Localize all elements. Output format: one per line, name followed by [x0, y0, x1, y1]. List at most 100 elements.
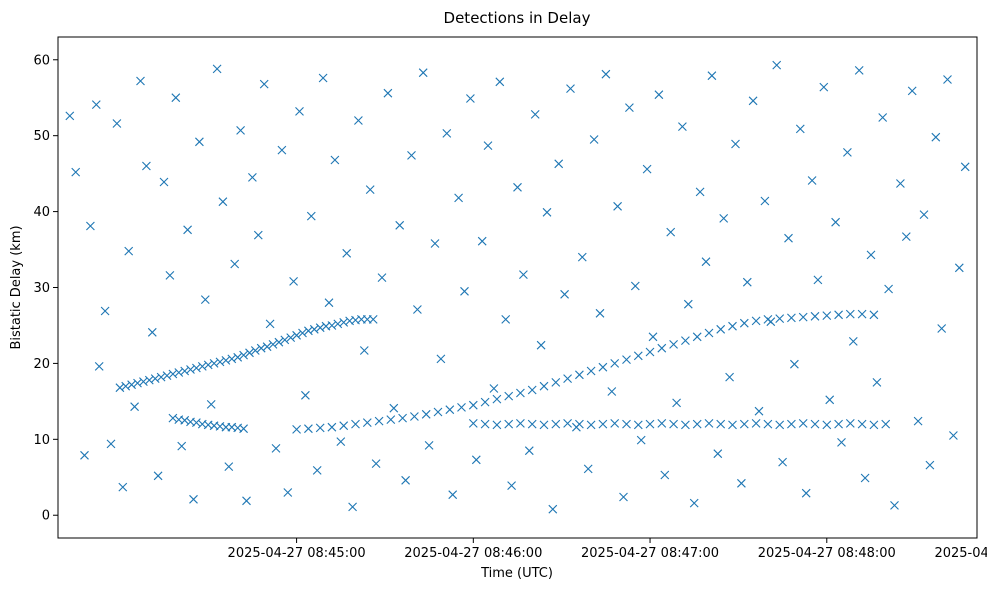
- data-point: [728, 420, 737, 430]
- data-point: [280, 335, 290, 345]
- data-point: [763, 419, 773, 429]
- data-point: [925, 460, 935, 470]
- data-point: [683, 299, 693, 309]
- data-point: [65, 111, 75, 121]
- data-point: [866, 250, 876, 260]
- data-point: [583, 464, 593, 474]
- data-point: [869, 310, 879, 320]
- data-point: [298, 328, 307, 338]
- data-point: [586, 420, 596, 430]
- data-point: [913, 416, 923, 426]
- data-point: [704, 328, 714, 338]
- data-point: [245, 348, 254, 358]
- data-point: [168, 413, 178, 423]
- data-point: [881, 419, 891, 429]
- data-point: [180, 366, 190, 376]
- data-point: [301, 390, 310, 400]
- data-point: [460, 286, 469, 296]
- data-point: [810, 311, 820, 321]
- data-point: [115, 383, 125, 393]
- data-point: [248, 173, 257, 182]
- data-point: [716, 324, 726, 334]
- data-point: [775, 314, 785, 323]
- data-point: [669, 340, 678, 349]
- data-point: [607, 387, 617, 396]
- data-point: [527, 419, 537, 429]
- y-axis-label: Bistatic Delay (km): [9, 225, 24, 349]
- data-point: [445, 405, 455, 415]
- data-point: [766, 317, 776, 327]
- data-point: [86, 221, 95, 231]
- data-point: [80, 450, 89, 460]
- data-point: [713, 449, 723, 459]
- data-point: [309, 324, 319, 334]
- data-point: [150, 374, 160, 383]
- data-point: [642, 164, 652, 174]
- data-point: [772, 60, 782, 70]
- data-point: [657, 419, 667, 428]
- data-point: [354, 116, 363, 125]
- data-point: [436, 354, 446, 364]
- data-point: [633, 420, 643, 430]
- data-point: [448, 490, 458, 500]
- data-point: [872, 378, 882, 387]
- data-point: [289, 277, 298, 286]
- data-point: [189, 494, 198, 504]
- data-point: [548, 504, 558, 514]
- data-point: [539, 420, 549, 430]
- data-point: [430, 239, 440, 248]
- data-point: [554, 159, 564, 169]
- data-point: [551, 419, 561, 429]
- data-point: [410, 412, 419, 421]
- data-point: [716, 419, 726, 429]
- data-point: [878, 113, 888, 122]
- data-point: [442, 129, 452, 138]
- data-point: [701, 257, 711, 267]
- data-point: [112, 119, 122, 128]
- data-point: [483, 141, 493, 150]
- data-point: [283, 488, 293, 497]
- data-point: [739, 419, 749, 429]
- data-point: [195, 137, 204, 147]
- data-point: [265, 319, 275, 329]
- data-point: [192, 363, 201, 373]
- data-point: [324, 298, 334, 308]
- data-point: [362, 418, 372, 427]
- y-tick-label: 60: [33, 53, 50, 68]
- data-point: [530, 110, 540, 119]
- data-point: [645, 419, 655, 429]
- data-point: [689, 498, 699, 508]
- data-point: [186, 365, 195, 374]
- data-point: [165, 271, 175, 280]
- data-point: [704, 419, 714, 428]
- data-point: [845, 419, 855, 428]
- data-point: [342, 248, 352, 258]
- data-point: [477, 236, 487, 246]
- data-point: [407, 151, 416, 160]
- data-point: [133, 378, 142, 388]
- data-point: [884, 284, 893, 294]
- data-point: [601, 69, 611, 79]
- data-point: [598, 362, 608, 372]
- data-point: [256, 343, 266, 353]
- data-point: [277, 145, 287, 155]
- data-point: [377, 273, 387, 282]
- data-point: [810, 419, 820, 429]
- marker-layer: [65, 60, 970, 514]
- data-point: [857, 309, 867, 319]
- data-point: [136, 76, 145, 86]
- data-point: [94, 362, 104, 371]
- data-point: [837, 438, 846, 447]
- data-point: [250, 346, 260, 355]
- x-tick-label: 2025-04-27 08:49:00: [934, 546, 987, 561]
- data-point: [575, 370, 584, 380]
- data-point: [224, 462, 234, 471]
- data-point: [304, 326, 313, 336]
- data-point: [495, 77, 505, 87]
- data-point: [315, 423, 325, 433]
- data-point: [527, 385, 537, 395]
- chart-title: Detections in Delay: [444, 9, 591, 27]
- data-point: [421, 409, 431, 419]
- data-point: [931, 132, 941, 142]
